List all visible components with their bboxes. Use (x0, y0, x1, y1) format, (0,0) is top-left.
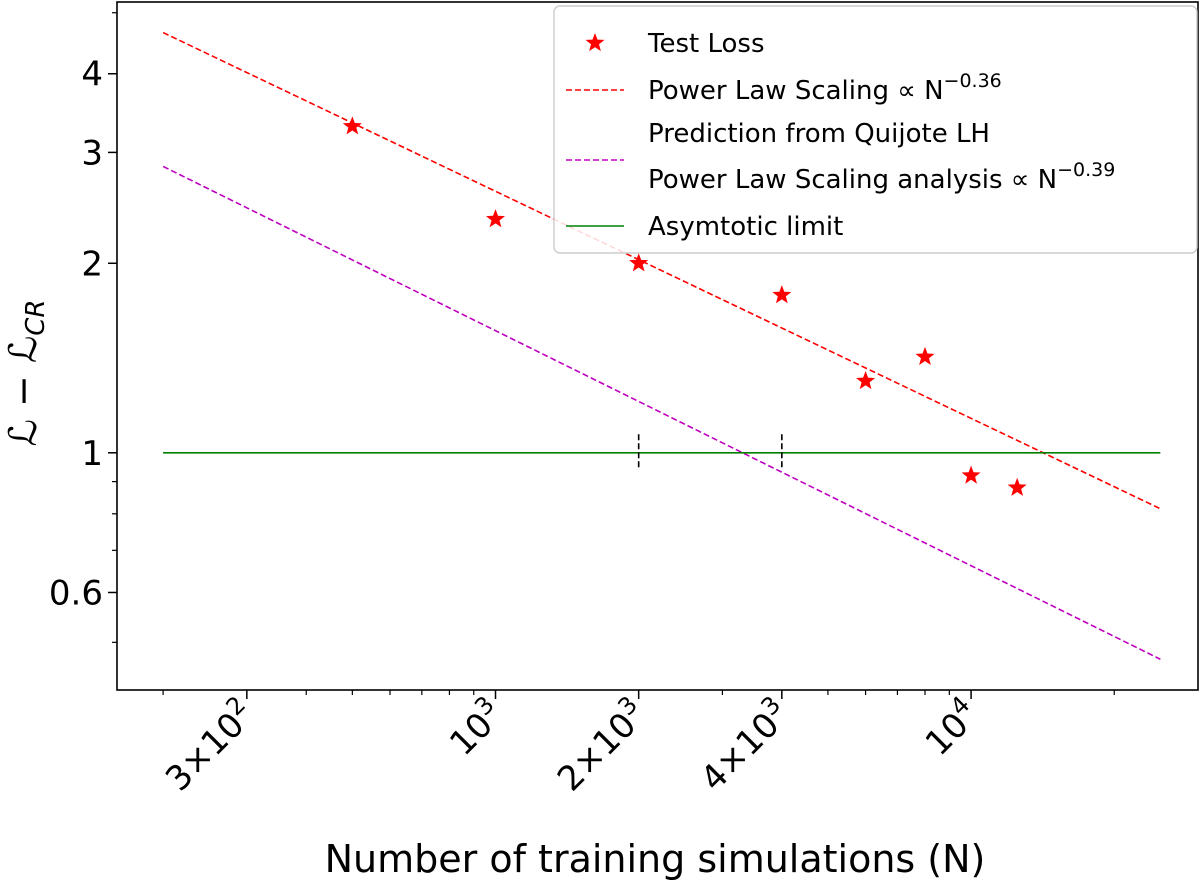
y-tick-label: 4 (81, 55, 103, 95)
legend-label: Power Law Scaling analysis ∝ N−0.39 (648, 159, 1115, 195)
legend-label: Power Law Scaling ∝ N−0.36 (648, 70, 1002, 106)
test-loss-point (486, 209, 506, 228)
series-line-prediction-from-quijote-lh (162, 165, 1161, 660)
test-loss-point (961, 465, 981, 484)
test-loss-point (629, 253, 649, 272)
legend-star-icon (585, 33, 605, 52)
y-tick-label: 1 (81, 434, 103, 474)
test-loss-point (856, 371, 876, 390)
test-loss-point (772, 285, 792, 304)
legend-box (553, 5, 1198, 254)
y-tick-label: 3 (81, 133, 103, 173)
plot-frame (116, 1, 1199, 691)
x-tick-label: 3×102 (155, 691, 264, 800)
x-tick-label: 103 (439, 691, 512, 764)
x-tick-label: 2×103 (546, 691, 655, 800)
test-loss-point (1007, 477, 1027, 496)
test-loss-point (915, 346, 935, 366)
series-line-power-law-scaling (162, 31, 1161, 510)
y-axis-title-subscript: CR (21, 300, 51, 336)
x-axis-title: Number of training simulations (N) (325, 837, 986, 881)
x-tick-label: 4×103 (690, 691, 799, 800)
legend: Test Loss Power Law Scaling ∝ N−0.36 Predi… (553, 5, 1198, 254)
x-tick-label: 104 (914, 691, 987, 764)
y-tick-label: 0.6 (49, 573, 103, 613)
test-loss-point (342, 116, 362, 135)
y-axis-title: ℒ − ℒCR (1, 300, 51, 447)
legend-label: Prediction from Quijote LH (648, 119, 990, 149)
y-tick-label: 2 (81, 244, 103, 284)
y-axis-title-main: ℒ − ℒ (1, 336, 45, 447)
legend-label: Test Loss (647, 29, 765, 59)
legend-label: Asymtotic limit (648, 212, 843, 242)
